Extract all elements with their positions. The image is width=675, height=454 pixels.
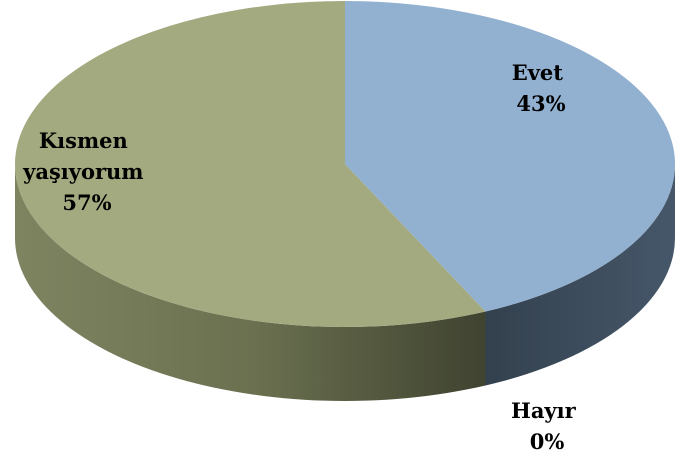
slice-evet (345, 1, 675, 312)
slice-kismen-yasiyorum (15, 1, 486, 328)
data-labels: Evet 43% Kısmen yaşıyorum 57% Hayır 0% (22, 60, 583, 454)
pie-sides (15, 164, 675, 402)
label-kismen-yasiyorum: Kısmen yaşıyorum 57% (22, 128, 151, 215)
pie-top (15, 1, 675, 328)
slice-side-evet (485, 164, 675, 386)
label-evet: Evet 43% (512, 60, 571, 116)
label-hayir: Hayır 0% (511, 398, 583, 454)
slice-side-kismen (15, 164, 486, 402)
